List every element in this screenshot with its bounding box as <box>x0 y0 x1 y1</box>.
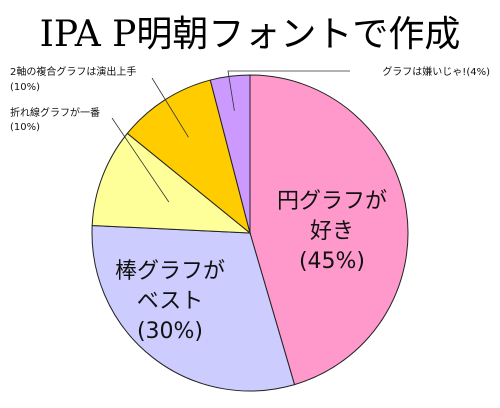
slice-label-3: 2軸の複合グラフは演出上手 <box>10 65 136 78</box>
chart-title: IPA P明朝フォントで作成 <box>40 14 461 55</box>
slice-label-2: 折れ線グラフが一番 <box>10 106 100 119</box>
pie-slice-3 <box>126 79 251 235</box>
slice-pct-2: (10%) <box>10 122 40 133</box>
slice-label-4: グラフは嫌いじゃ!(4%) <box>382 65 490 78</box>
leader-line-4 <box>227 70 350 111</box>
pie-slices <box>91 74 409 392</box>
leader-line-3 <box>151 77 189 138</box>
pie-slice-2 <box>91 132 252 234</box>
pie-slice-0 <box>249 74 409 386</box>
slice-pct-3: (10%) <box>10 82 40 93</box>
pie-slice-1 <box>91 224 296 392</box>
slice-label-0-line-0: 円グラフが <box>277 189 387 214</box>
slice-pct-4: (4%) <box>466 67 490 78</box>
slice-pct-0: (45%) <box>299 249 365 274</box>
leader-line-2 <box>111 117 170 203</box>
slice-pct-1: (30%) <box>137 319 203 344</box>
pie-slice-4 <box>209 74 251 234</box>
slice-label-1-line-1: ベスト <box>137 289 203 314</box>
slice-label-0-line-1: 好き <box>310 219 354 244</box>
slice-label-1-line-0: 棒グラフが <box>115 259 225 284</box>
